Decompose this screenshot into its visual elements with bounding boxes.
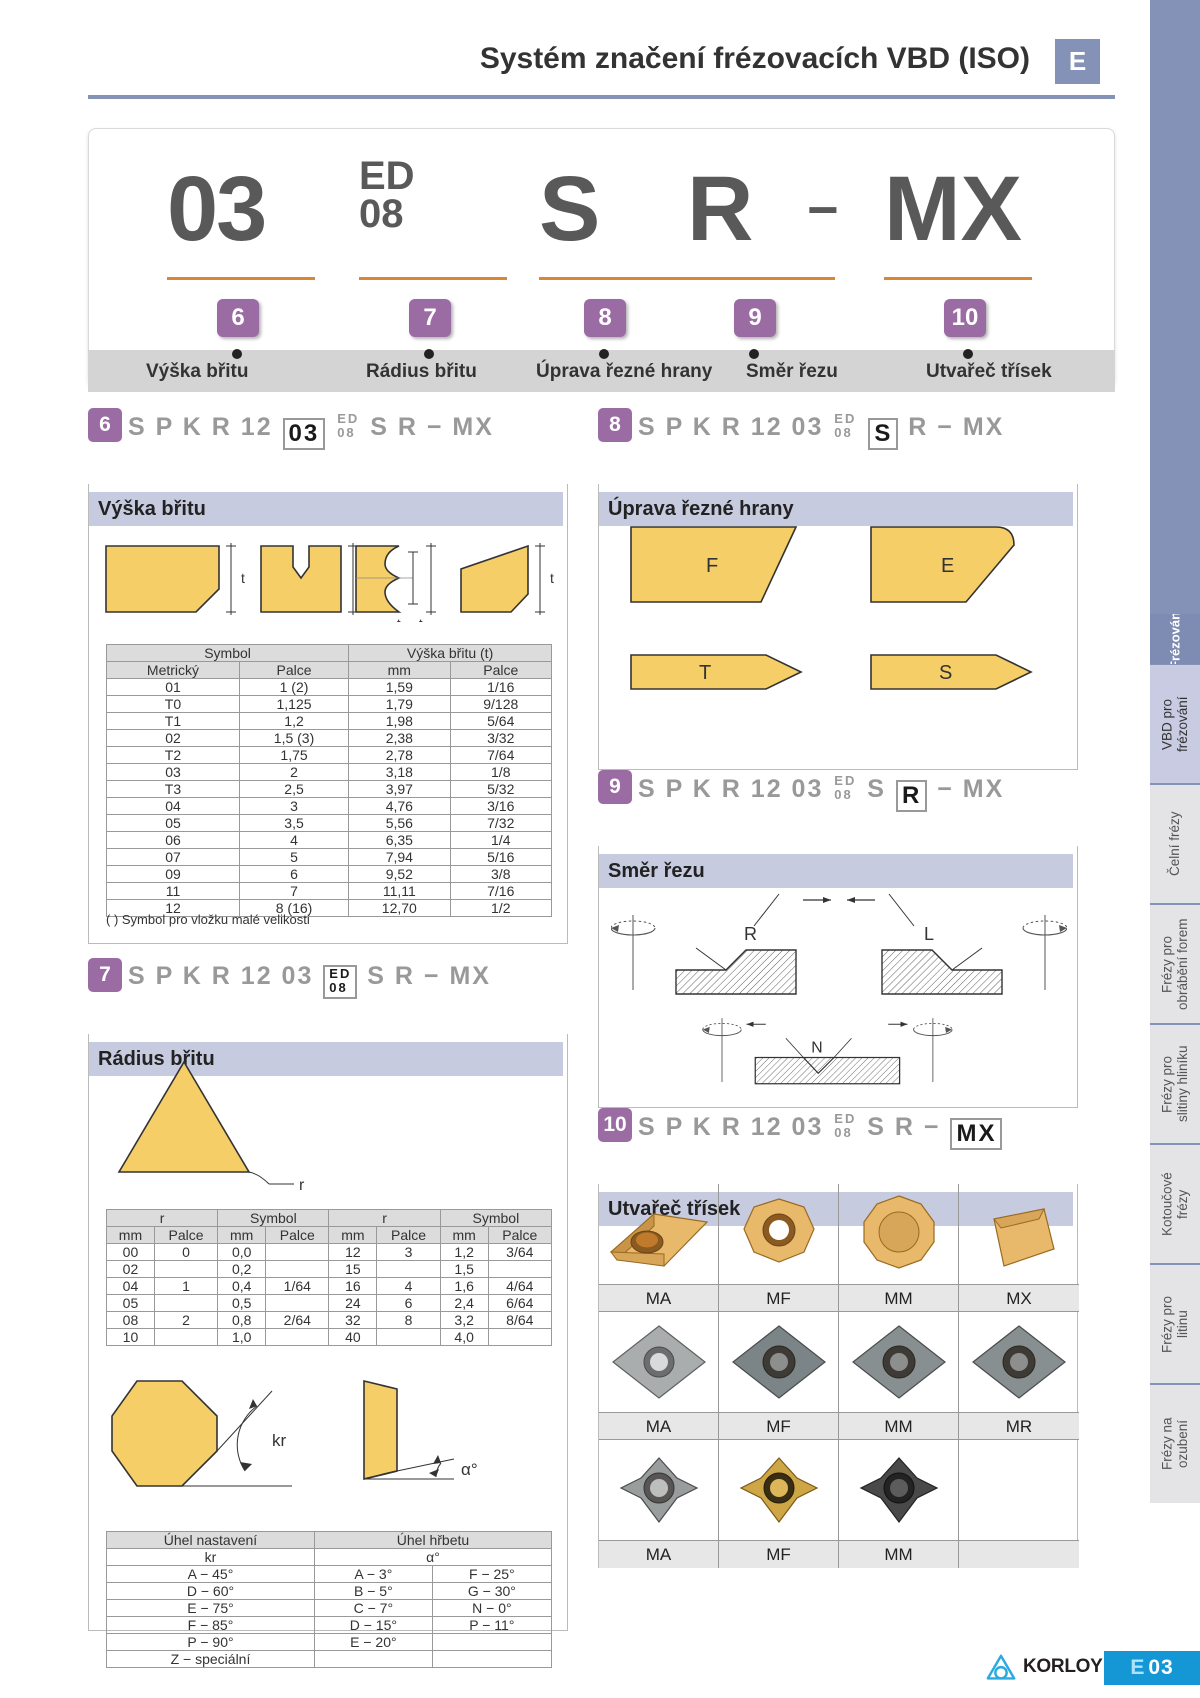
svg-text:t: t bbox=[419, 616, 423, 622]
svg-text:E: E bbox=[941, 555, 954, 577]
svg-text:S: S bbox=[939, 662, 952, 684]
svg-text:r: r bbox=[299, 1177, 305, 1192]
svg-text:α°: α° bbox=[461, 1460, 478, 1479]
svg-text:kr: kr bbox=[272, 1431, 287, 1450]
svg-text:t: t bbox=[241, 570, 245, 586]
svg-text:t: t bbox=[550, 570, 554, 586]
svg-text:N: N bbox=[811, 1039, 822, 1056]
svg-text:F: F bbox=[706, 555, 718, 577]
svg-text:L: L bbox=[924, 924, 934, 944]
svg-text:T: T bbox=[699, 662, 711, 684]
svg-text:R: R bbox=[744, 924, 757, 944]
svg-text:t: t bbox=[397, 616, 401, 622]
